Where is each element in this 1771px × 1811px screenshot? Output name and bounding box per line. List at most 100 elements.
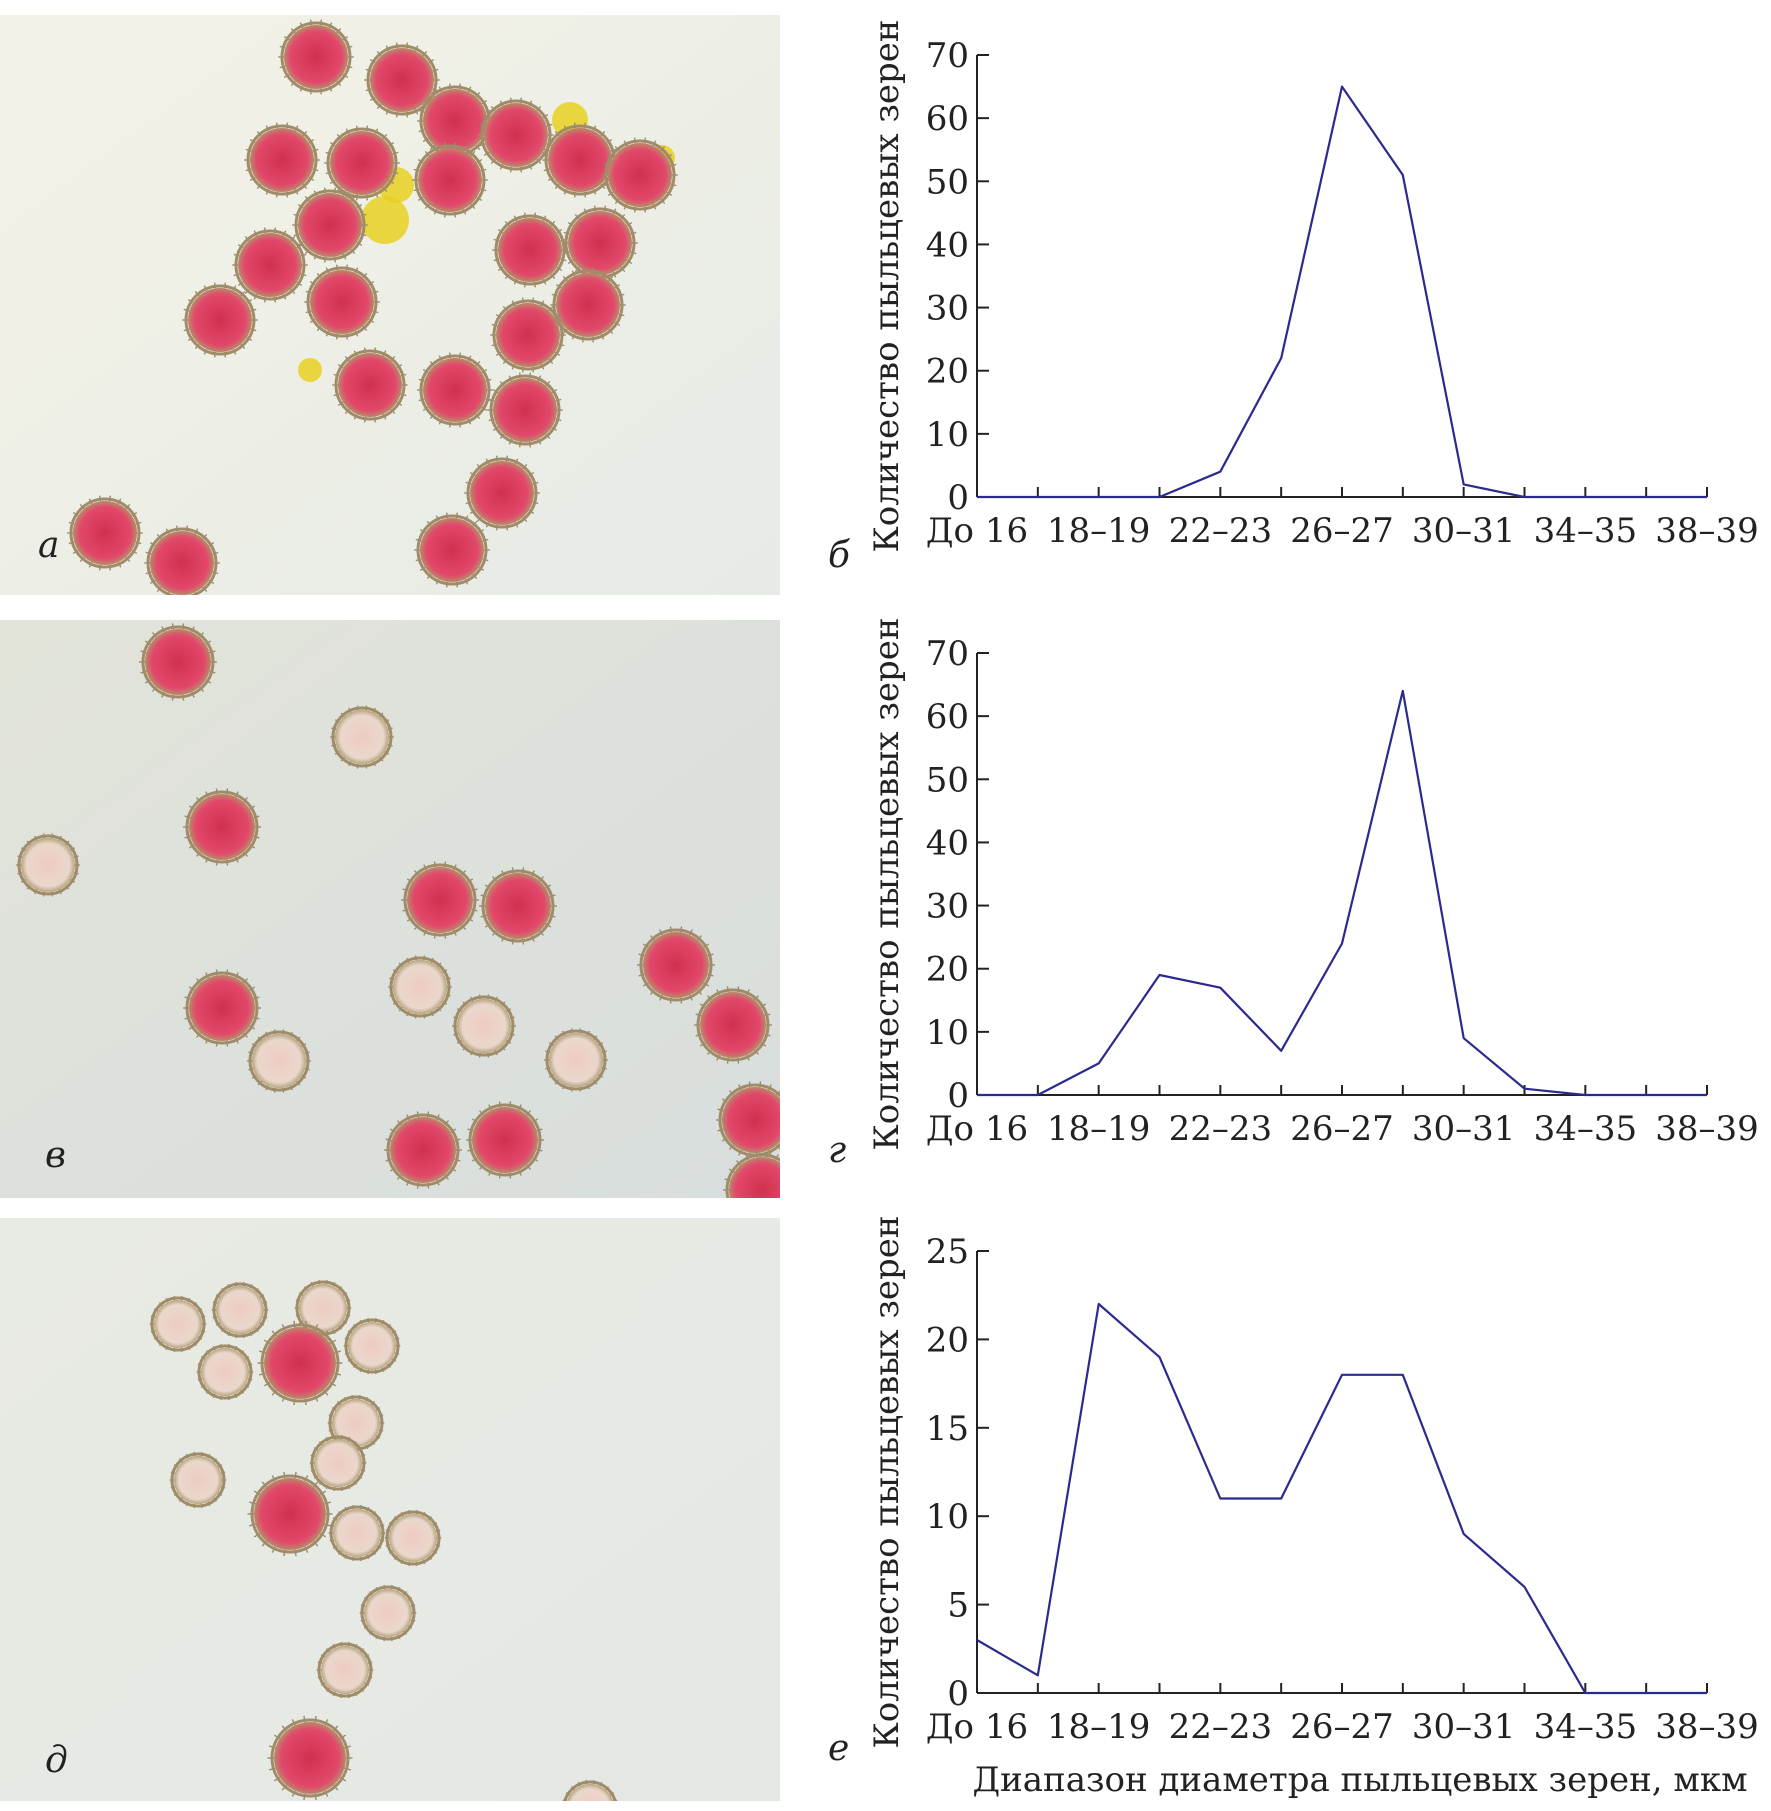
x-tick-label: 30–31 (1412, 1707, 1516, 1747)
pollen-grain-empty (316, 1641, 374, 1699)
y-tick-label: 60 (926, 99, 969, 139)
pollen-grain (182, 282, 258, 358)
chart-b: 0 10 20 30 40 50 60 70 До 16 18–19 22–23 26–27 30–31… (860, 0, 1771, 600)
pollen-grain-empty (149, 1295, 207, 1353)
pollen-grain-empty (452, 994, 516, 1058)
y-tick-label: 60 (926, 697, 969, 737)
x-tick-label: 26–27 (1290, 1707, 1394, 1747)
pollen-grain (67, 495, 143, 571)
pollen-grain (232, 227, 308, 303)
y-tick-label: 25 (926, 1232, 969, 1272)
pollen-grain (144, 525, 220, 595)
x-tick-label: 26–27 (1290, 511, 1394, 551)
pollen-grain-empty (328, 1504, 386, 1562)
x-tick-label: До 16 (926, 1707, 1028, 1747)
pollen-grain (492, 212, 568, 288)
panel-label-v: в (45, 1135, 66, 1176)
panel-label-e: е (828, 1728, 850, 1769)
pollen-grain (183, 969, 261, 1047)
pollen-grain (304, 264, 380, 340)
x-tick-label: До 16 (926, 1109, 1028, 1149)
pollen-grain (490, 297, 566, 373)
pollen-grain (479, 867, 557, 945)
x-axis-title: Диапазон диаметра пыльцевых зерен, мкм (972, 1760, 1748, 1800)
y-tick-label: 70 (926, 634, 969, 674)
pollen-grain (723, 1151, 780, 1198)
series-line (977, 689, 1707, 1097)
panel-label-g: г (828, 1130, 847, 1171)
x-tick-label: 22–23 (1169, 511, 1273, 551)
panel-label-d: д (45, 1740, 68, 1781)
y-axis-label: Количество пыльцевых зерен (867, 617, 907, 1150)
x-tick-label: 26–27 (1290, 1109, 1394, 1149)
y-tick-label: 10 (926, 1013, 969, 1053)
panel-label-b: б (828, 535, 850, 576)
pollen-grain (139, 623, 217, 701)
pollen-grain-empty (211, 1281, 269, 1339)
pollen-grain-empty (343, 1317, 401, 1375)
pollen-grain-empty (309, 1434, 367, 1492)
pollen-grain (384, 1111, 462, 1189)
pollen-grain-empty (359, 1584, 417, 1642)
micrograph-d (0, 1218, 780, 1801)
y-tick-label: 30 (926, 289, 969, 329)
pollen-grain-empty (330, 705, 394, 769)
pollen-grain-empty (384, 1509, 442, 1567)
chart-e: 0 5 10 15 20 25 До 16 18–19 22–23 26–27 30–31 34–35… (860, 1196, 1771, 1796)
pollen-grain (247, 1471, 333, 1557)
y-tick-label: 50 (926, 162, 969, 202)
pollen-grain (487, 372, 563, 448)
pollen-grain-empty (544, 1028, 608, 1092)
pollen-grain (550, 267, 626, 343)
pollen-grain-empty (196, 1343, 254, 1401)
x-tick-label: 18–19 (1047, 1707, 1151, 1747)
y-tick-label: 10 (926, 1497, 969, 1537)
oil-droplet (298, 358, 322, 382)
y-tick-label: 30 (926, 887, 969, 927)
y-tick-label: 40 (926, 823, 969, 863)
pollen-grain (332, 347, 408, 423)
x-tick-label: 18–19 (1047, 1109, 1151, 1149)
y-tick-label: 15 (926, 1409, 969, 1449)
y-tick-label: 5 (947, 1586, 969, 1626)
y-tick-label: 10 (926, 415, 969, 455)
pollen-grain (417, 352, 493, 428)
x-tick-label: 18–19 (1047, 511, 1151, 551)
x-tick-label: 30–31 (1412, 511, 1516, 551)
pollen-grain (637, 926, 715, 1004)
pollen-grain (257, 1320, 343, 1406)
y-tick-label: 40 (926, 225, 969, 265)
y-tick-label: 20 (926, 1320, 969, 1360)
y-axis-label: Количество пыльцевых зерен (867, 1215, 907, 1748)
y-tick-label: 0 (947, 1674, 969, 1714)
pollen-grain (401, 861, 479, 939)
pollen-grain-empty (562, 1779, 618, 1801)
pollen-grain (324, 125, 400, 201)
series-line (977, 85, 1707, 499)
y-tick-label: 50 (926, 760, 969, 800)
pollen-grain-empty (247, 1029, 311, 1093)
pollen-grain (414, 512, 490, 588)
pollen-grain (278, 19, 354, 95)
x-tick-label: 34–35 (1534, 511, 1638, 551)
y-tick-label: 70 (926, 36, 969, 76)
pollen-grain (602, 137, 678, 213)
pollen-grain (478, 97, 554, 173)
micrograph-a (0, 15, 780, 595)
panel-label-a: а (38, 525, 60, 566)
x-tick-label: 34–35 (1534, 1707, 1638, 1747)
pollen-grain-empty (388, 955, 452, 1019)
x-tick-label: 22–23 (1169, 1109, 1273, 1149)
pollen-grain-empty (169, 1451, 227, 1509)
x-tick-label: 38–39 (1655, 511, 1759, 551)
y-tick-label: 0 (947, 1076, 969, 1116)
x-tick-label: 38–39 (1655, 1707, 1759, 1747)
y-tick-label: 0 (947, 478, 969, 518)
pollen-grain (292, 187, 368, 263)
x-tick-label: До 16 (926, 511, 1028, 551)
pollen-grain (694, 986, 772, 1064)
x-tick-label: 30–31 (1412, 1109, 1516, 1149)
micrograph-v (0, 620, 780, 1198)
pollen-grain (466, 1101, 544, 1179)
series-line (976, 1302, 1707, 1695)
